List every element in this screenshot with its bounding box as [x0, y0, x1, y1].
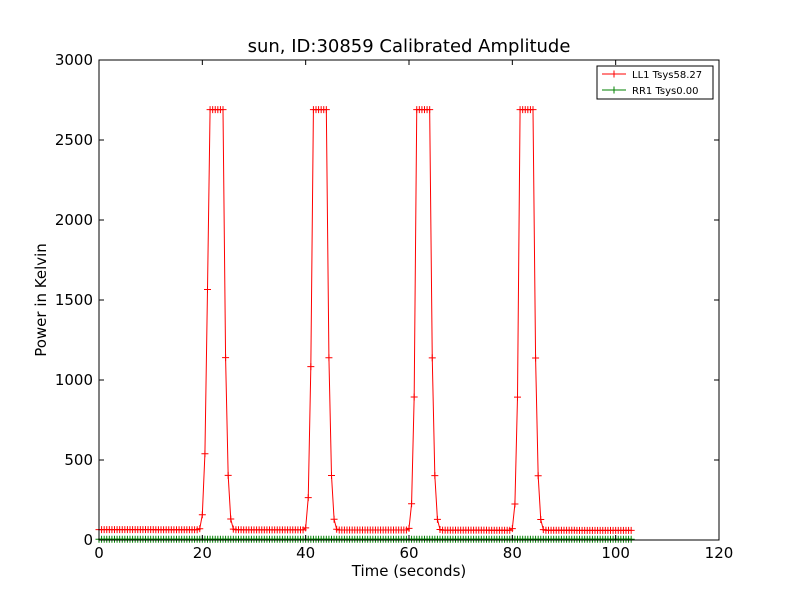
y-tick-label: 1500	[55, 291, 93, 309]
y-tick-label: 2000	[55, 211, 93, 229]
data-point-marker	[201, 450, 209, 458]
legend-box	[596, 65, 714, 100]
data-point-marker	[534, 472, 542, 480]
data-point-marker	[328, 471, 335, 479]
data-point-marker	[325, 354, 333, 362]
x-tick-label: 0	[94, 544, 104, 562]
x-tick-label: 80	[503, 544, 522, 562]
data-point-marker	[627, 535, 635, 543]
data-point-marker	[198, 511, 206, 519]
y-axis-label: Power in Kelvin	[32, 243, 50, 357]
x-axis-label: Time (seconds)	[351, 562, 467, 580]
x-tick-label: 120	[705, 544, 734, 562]
data-point-marker	[196, 525, 204, 533]
data-point-marker	[428, 354, 436, 362]
chart-title: sun, ID:30859 Calibrated Amplitude	[248, 36, 571, 57]
y-tick-label: 3000	[55, 51, 93, 69]
y-tick-label: 500	[64, 451, 93, 469]
data-point-marker	[514, 393, 521, 401]
series-1	[95, 106, 635, 534]
data-point-marker	[227, 515, 235, 523]
x-tick-label: 100	[601, 544, 630, 562]
data-point-marker	[508, 525, 516, 533]
data-point-marker	[529, 106, 537, 114]
legend-marker	[610, 86, 618, 94]
data-point-marker	[433, 515, 441, 523]
plot-area	[99, 60, 719, 540]
axes-layer: 0 20 40 60 80 100 120 0 500 1000 1500 2000 2500 3000	[55, 51, 734, 562]
data-point-marker	[224, 471, 232, 479]
legend-item: LL1 Tsys58.27	[602, 70, 702, 81]
legend: LL1 Tsys58.27 RR1 Tsys0.00	[596, 65, 714, 100]
legend-label: LL1 Tsys58.27	[632, 70, 702, 81]
data-point-marker	[408, 500, 416, 508]
legend-label: RR1 Tsys0.00	[632, 86, 699, 97]
legend-item: RR1 Tsys0.00	[602, 86, 699, 97]
data-point-marker	[511, 500, 519, 508]
data-point-marker	[219, 106, 227, 114]
x-tick-label: 60	[399, 544, 418, 562]
data-point-marker	[627, 526, 635, 534]
data-point-marker	[322, 106, 330, 114]
y-tick-label: 1000	[55, 371, 93, 389]
data-point-marker	[204, 286, 211, 294]
data-point-marker	[410, 393, 418, 401]
data-point-marker	[431, 472, 439, 480]
data-point-marker	[426, 106, 434, 114]
data-point-marker	[304, 494, 312, 502]
data-point-marker	[405, 524, 413, 532]
y-tick-label: 2500	[55, 131, 93, 149]
data-point-marker	[532, 354, 540, 362]
legend-marker	[610, 70, 618, 78]
data-point-marker	[537, 516, 545, 523]
series-2	[95, 535, 635, 543]
data-point-marker	[307, 363, 315, 371]
x-tick-label: 20	[193, 544, 212, 562]
x-tick-label: 40	[296, 544, 315, 562]
data-point-marker	[222, 354, 230, 362]
y-tick-label: 0	[83, 531, 93, 549]
data-point-marker	[330, 515, 338, 523]
series-layer	[95, 106, 635, 543]
data-point-marker	[302, 524, 310, 532]
